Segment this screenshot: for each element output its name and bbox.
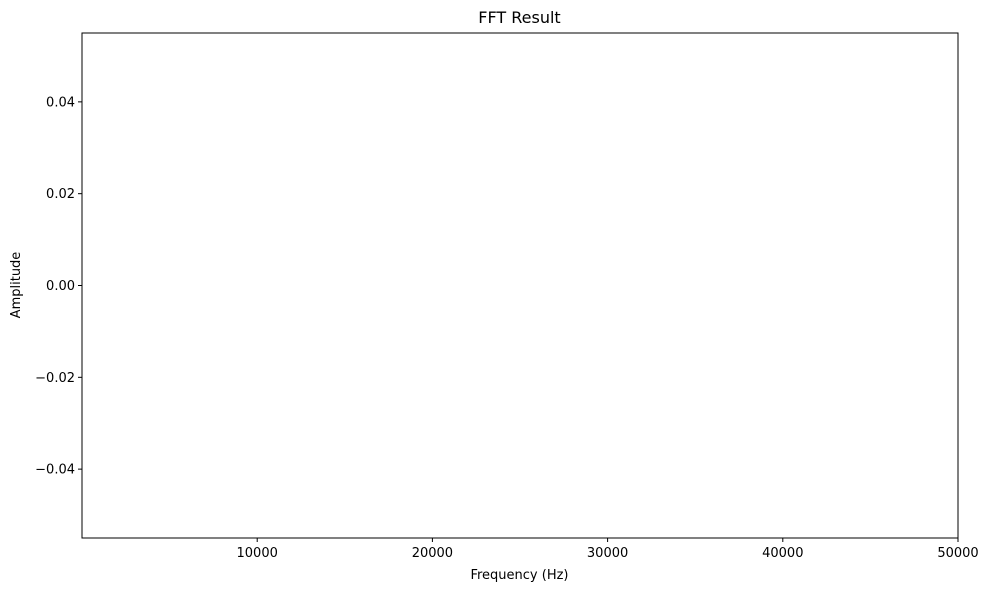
y-tick-label: 0.04 — [46, 95, 75, 110]
plot-area — [82, 33, 958, 538]
y-tick-label: 0.02 — [46, 187, 75, 202]
x-tick-label: 10000 — [237, 546, 278, 561]
y-axis-ticks: 0.04 0.02 0.00 −0.02 −0.04 — [35, 95, 82, 478]
x-axis-label: Frequency (Hz) — [470, 568, 568, 583]
y-tick-label: 0.00 — [46, 279, 75, 294]
x-tick-label: 20000 — [412, 546, 453, 561]
y-axis-label: Amplitude — [9, 252, 24, 319]
y-tick-label: −0.04 — [35, 463, 75, 478]
x-tick-label: 50000 — [937, 546, 978, 561]
x-axis-ticks: 10000 20000 30000 40000 50000 — [237, 538, 979, 561]
x-tick-label: 40000 — [762, 546, 803, 561]
y-tick-label: −0.02 — [35, 371, 75, 386]
x-tick-label: 30000 — [587, 546, 628, 561]
plot-frame — [81, 32, 959, 539]
chart-title: FFT Result — [478, 8, 560, 27]
